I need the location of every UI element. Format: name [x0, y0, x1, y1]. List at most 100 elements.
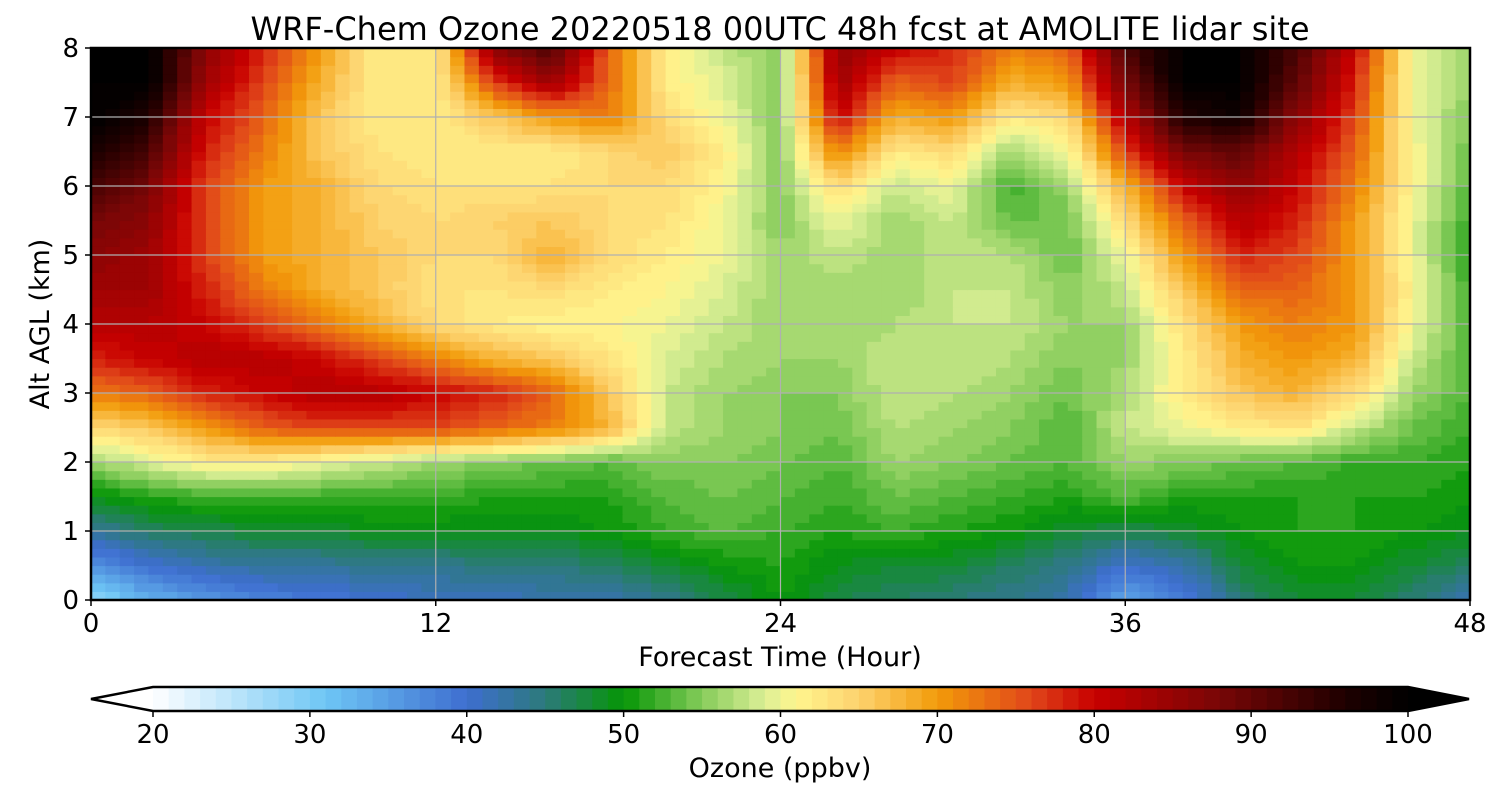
heatmap-cell	[593, 591, 609, 601]
heatmap-cell	[205, 410, 221, 420]
heatmap-cell	[651, 324, 667, 334]
heatmap-cell	[679, 375, 695, 385]
heatmap-cell	[708, 349, 724, 360]
heatmap-cell	[1369, 358, 1385, 368]
heatmap-cell	[1340, 393, 1356, 403]
heatmap-cell	[1283, 160, 1299, 170]
heatmap-cell	[1168, 332, 1184, 342]
heatmap-cell	[794, 453, 810, 463]
heatmap-cell	[421, 531, 437, 541]
heatmap-cell	[1197, 384, 1213, 394]
heatmap-cell	[909, 548, 925, 558]
heatmap-cell	[1355, 246, 1371, 256]
heatmap-cell	[478, 358, 494, 368]
heatmap-cell	[464, 427, 480, 437]
heatmap-cell	[349, 349, 365, 360]
heatmap-cell	[1125, 556, 1141, 567]
heatmap-cell	[134, 582, 150, 592]
heatmap-cell	[1153, 574, 1169, 584]
heatmap-cell	[421, 358, 437, 368]
heatmap-cell	[1441, 444, 1457, 454]
heatmap-cell	[220, 574, 236, 584]
heatmap-cell	[1240, 401, 1256, 411]
heatmap-cell	[780, 220, 796, 230]
heatmap-cell	[1153, 462, 1169, 472]
heatmap-cell	[967, 349, 983, 360]
heatmap-cell	[1225, 194, 1241, 204]
heatmap-cell	[665, 237, 681, 247]
heatmap-cell	[1096, 418, 1112, 429]
heatmap-cell	[866, 341, 882, 351]
heatmap-cell	[478, 470, 494, 480]
heatmap-cell	[952, 168, 968, 178]
heatmap-cell	[349, 444, 365, 454]
heatmap-cell	[407, 462, 422, 472]
heatmap-cell	[1340, 306, 1356, 316]
heatmap-cell	[292, 462, 308, 472]
heatmap-cell	[249, 211, 264, 222]
heatmap-cell	[1441, 168, 1457, 178]
heatmap-cell	[579, 255, 595, 265]
heatmap-cell	[823, 255, 839, 265]
heatmap-cell	[1168, 591, 1184, 601]
heatmap-cell	[521, 591, 537, 601]
heatmap-cell	[220, 531, 236, 541]
heatmap-cell	[622, 444, 638, 454]
heatmap-cell	[1139, 436, 1155, 446]
heatmap-cell	[766, 375, 782, 385]
heatmap-cell	[1355, 332, 1371, 342]
heatmap-cell	[895, 479, 911, 489]
heatmap-cell	[1254, 168, 1270, 178]
heatmap-cell	[421, 280, 437, 291]
heatmap-cell	[1211, 393, 1227, 403]
heatmap-cell	[162, 211, 178, 222]
heatmap-cell	[1268, 263, 1284, 273]
heatmap-cell	[550, 186, 566, 196]
heatmap-cell	[234, 160, 250, 170]
heatmap-cell	[1197, 565, 1213, 575]
heatmap-cell	[292, 306, 308, 316]
heatmap-cell	[220, 427, 236, 437]
heatmap-cell	[119, 211, 135, 222]
heatmap-cell	[622, 341, 638, 351]
heatmap-cell	[751, 289, 767, 299]
heatmap-cell	[349, 401, 365, 411]
heatmap-cell	[450, 263, 466, 273]
heatmap-cell	[679, 177, 695, 187]
heatmap-cell	[1182, 168, 1198, 178]
heatmap-cell	[162, 556, 178, 567]
heatmap-cell	[651, 513, 667, 523]
heatmap-cell	[909, 522, 925, 532]
heatmap-cell	[881, 237, 897, 247]
heatmap-cell	[1182, 522, 1198, 532]
heatmap-cell	[651, 462, 667, 472]
heatmap-cell	[148, 462, 164, 472]
heatmap-cell	[622, 332, 638, 342]
heatmap-cell	[1168, 211, 1184, 222]
heatmap-cell	[1254, 539, 1270, 549]
heatmap-cell	[565, 522, 580, 532]
heatmap-cell	[1254, 574, 1270, 584]
heatmap-cell	[205, 375, 221, 385]
heatmap-cell	[1383, 272, 1399, 282]
heatmap-cell	[1153, 272, 1169, 282]
heatmap-cell	[565, 211, 580, 222]
heatmap-cell	[1082, 168, 1098, 178]
heatmap-cell	[1297, 496, 1313, 506]
heatmap-cell	[249, 168, 264, 178]
heatmap-cell	[780, 289, 796, 299]
heatmap-cell	[191, 384, 207, 394]
heatmap-cell	[852, 496, 868, 506]
heatmap-cell	[938, 246, 954, 256]
heatmap-cell	[665, 272, 681, 282]
heatmap-cell	[507, 160, 523, 170]
heatmap-cell	[277, 349, 293, 360]
heatmap-cell	[1254, 470, 1270, 480]
heatmap-cell	[1355, 591, 1371, 601]
heatmap-cell	[751, 522, 767, 532]
heatmap-cell	[1340, 410, 1356, 420]
heatmap-cell	[579, 591, 595, 601]
heatmap-cell	[694, 272, 710, 282]
heatmap-cell	[162, 410, 178, 420]
heatmap-cell	[608, 306, 624, 316]
